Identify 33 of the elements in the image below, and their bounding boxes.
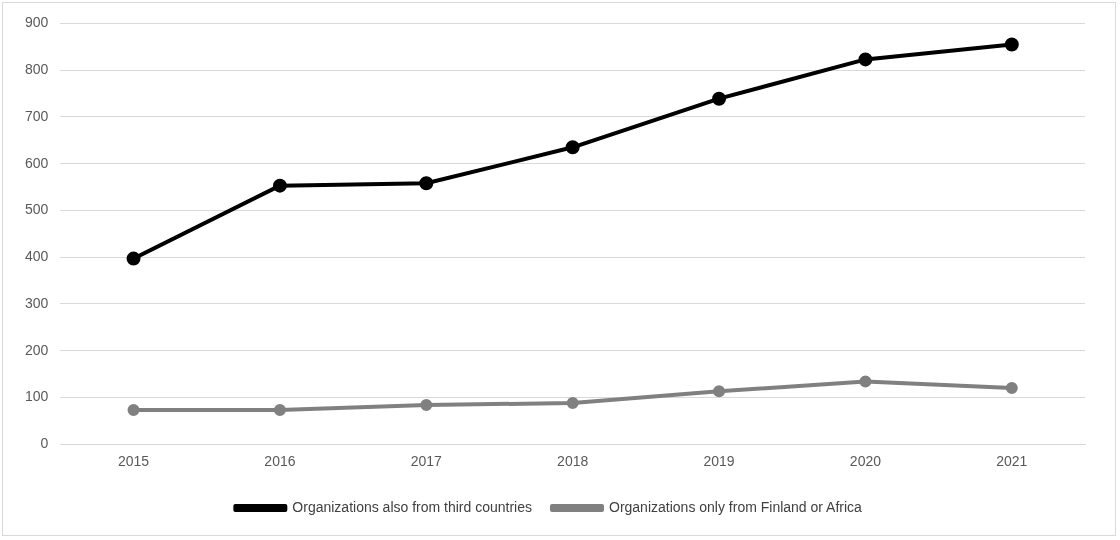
y-tick-label: 400 — [25, 248, 49, 265]
y-tick-label: 100 — [25, 388, 49, 405]
point — [1005, 382, 1018, 395]
point — [127, 404, 140, 417]
point — [859, 375, 872, 388]
y-tick-label: 900 — [25, 14, 49, 31]
point — [565, 140, 580, 155]
x-tick-label: 2021 — [996, 453, 1028, 470]
y-tick-label: 600 — [25, 154, 49, 171]
y-tick-label: 800 — [25, 61, 49, 78]
x-tick-label: 2015 — [117, 453, 150, 470]
x-tick-label: 2020 — [849, 453, 882, 470]
point — [1004, 37, 1019, 52]
x-tick-label: 2019 — [703, 453, 735, 470]
point — [566, 397, 579, 410]
point — [858, 52, 873, 67]
y-tick-label: 300 — [25, 294, 49, 311]
legend-label: Organizations also from third countries — [292, 498, 533, 515]
point — [419, 176, 434, 191]
point — [712, 91, 727, 106]
y-tick-label: 700 — [25, 107, 49, 124]
point — [272, 178, 287, 193]
x-tick-label: 2016 — [264, 453, 296, 470]
legend-label: Organizations only from Finland or Africa — [609, 498, 863, 515]
y-tick-label: 0 — [40, 435, 49, 452]
point — [420, 398, 433, 411]
y-tick-label: 200 — [25, 341, 49, 358]
point — [126, 251, 141, 266]
y-tick-label: 500 — [25, 201, 49, 218]
point — [273, 404, 286, 417]
x-tick-label: 2018 — [557, 453, 589, 470]
point — [713, 385, 726, 398]
x-tick-label: 2017 — [410, 453, 443, 470]
